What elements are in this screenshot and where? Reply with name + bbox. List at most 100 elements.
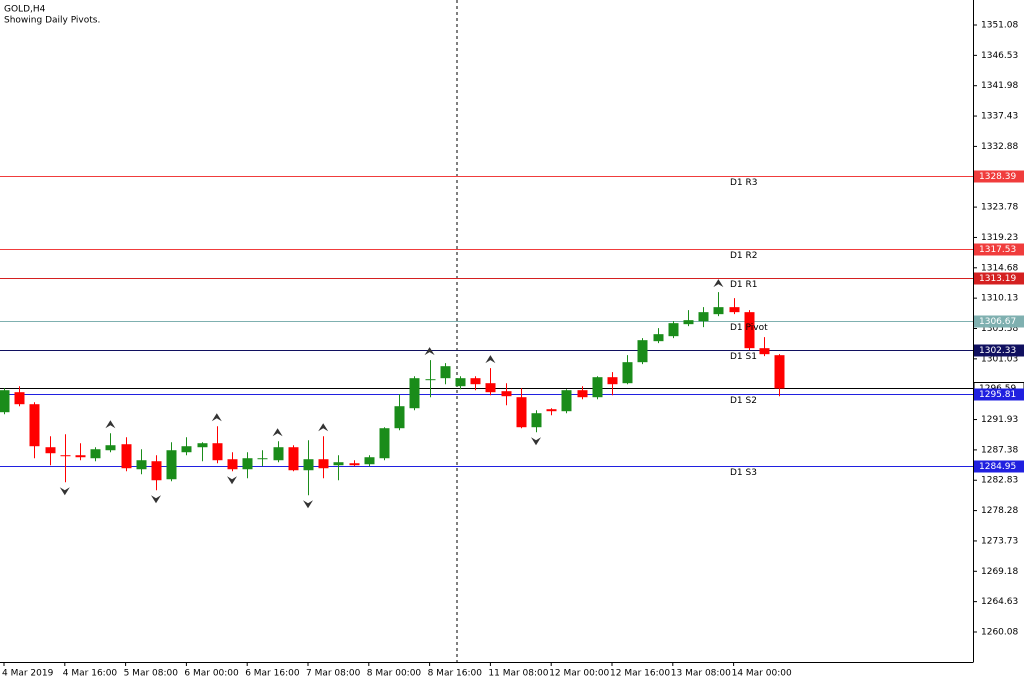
candle-body	[60, 455, 71, 457]
candle-body	[273, 447, 284, 461]
pivot-label: D1 S2	[730, 396, 757, 406]
pivot-tag	[974, 344, 1024, 357]
y-tick-label: 1282.83	[981, 476, 1018, 486]
x-tick-label: 6 Mar 00:00	[184, 669, 239, 679]
pivot-tag-label: 1328.39	[979, 172, 1016, 182]
candle-body	[318, 459, 329, 469]
y-tick-label: 1332.88	[981, 142, 1018, 152]
x-tick-label: 8 Mar 16:00	[428, 669, 483, 679]
y-tick-label: 1287.38	[981, 445, 1018, 455]
candle-body	[212, 443, 223, 461]
fractal-down	[531, 437, 541, 446]
candle-body	[470, 378, 481, 385]
fractal-down	[151, 495, 161, 504]
y-tick-label: 1319.23	[981, 233, 1018, 243]
y-tick-label: 1260.08	[981, 627, 1018, 637]
y-tick-label: 1269.18	[981, 567, 1018, 577]
y-tick-label: 1323.78	[981, 203, 1018, 213]
y-tick-label: 1351.08	[981, 21, 1018, 31]
fractal-up	[272, 428, 283, 437]
candle-body	[577, 390, 588, 398]
candle-body	[455, 378, 466, 387]
x-tick-label: 12 Mar 00:00	[549, 669, 609, 679]
pivot-tag	[974, 170, 1024, 183]
y-tick-label: 1301.03	[981, 354, 1018, 364]
pivot-tag	[974, 388, 1024, 401]
fractal-up	[713, 279, 724, 288]
candle-body	[242, 458, 253, 470]
candle-body	[257, 458, 268, 460]
fractal-up	[424, 347, 435, 356]
candle-body	[303, 459, 314, 471]
candle-body	[0, 390, 10, 413]
candle-body	[29, 404, 40, 447]
candle-body	[546, 409, 557, 412]
pivot-label: D1 R2	[730, 251, 758, 261]
pivot-tag	[974, 243, 1024, 256]
candle-body	[531, 413, 542, 428]
pivot-tag-label: 1313.19	[979, 274, 1016, 284]
pivot-tag	[974, 460, 1024, 473]
pivot-tag	[974, 272, 1024, 285]
candle-body	[90, 449, 101, 459]
pivot-tag-label: 1306.67	[979, 317, 1016, 327]
pivot-tag-label: 1317.53	[979, 245, 1016, 255]
candle-body	[698, 312, 709, 322]
candle-body	[121, 444, 132, 469]
y-tick-label: 1273.73	[981, 536, 1018, 546]
y-tick-label: 1305.58	[981, 324, 1018, 334]
candle-body	[485, 383, 496, 393]
candle-body	[166, 450, 177, 480]
x-tick-label: 8 Mar 00:00	[367, 669, 422, 679]
candle-body	[440, 366, 451, 379]
pivot-tag-label: 1284.95	[979, 462, 1016, 472]
pivot-label: D1 Pivot	[730, 323, 768, 333]
pivot-tag-label: 1295.81	[979, 390, 1016, 400]
pivot-label: D1 S1	[730, 352, 757, 362]
candle-body	[14, 392, 25, 405]
y-tick-label: 1264.63	[981, 597, 1018, 607]
y-tick-label: 1341.98	[981, 81, 1018, 91]
candle-body	[683, 320, 694, 325]
candle-body	[668, 323, 679, 337]
x-tick-label: 12 Mar 16:00	[610, 669, 670, 679]
candle-body	[288, 447, 299, 471]
candle-body	[136, 460, 147, 470]
fractal-up	[211, 413, 222, 422]
fractal-down	[303, 500, 313, 509]
candle-body	[561, 390, 572, 412]
candle-body	[729, 307, 740, 313]
candle-body	[333, 462, 344, 466]
candle-body	[349, 463, 360, 466]
x-tick-label: 6 Mar 16:00	[245, 669, 300, 679]
y-tick-label: 1314.68	[981, 263, 1018, 273]
x-tick-label: 13 Mar 08:00	[671, 669, 731, 679]
pivot-tag-label: 1302.33	[979, 346, 1016, 356]
chart-subtitle: Showing Daily Pivots.	[4, 16, 100, 26]
x-tick-label: 4 Mar 2019	[2, 669, 54, 679]
candle-body	[379, 428, 390, 459]
candle-body	[622, 362, 633, 384]
fractal-up	[318, 423, 329, 432]
candle-body	[151, 461, 162, 481]
pivot-label: D1 R1	[730, 280, 758, 290]
y-tick-label: 1337.43	[981, 112, 1018, 122]
y-tick-label: 1346.53	[981, 51, 1018, 61]
fractal-down	[227, 476, 237, 485]
fractal-up	[485, 355, 496, 364]
plot-area	[0, 176, 973, 509]
candle-body	[713, 307, 724, 315]
candle-body	[75, 455, 86, 458]
candle-body	[637, 340, 648, 363]
pivot-tag	[974, 315, 1024, 328]
pivot-label: D1 S3	[730, 468, 757, 478]
candle-body	[653, 334, 664, 342]
x-tick-label: 4 Mar 16:00	[63, 669, 118, 679]
x-tick-label: 11 Mar 08:00	[488, 669, 548, 679]
candle-body	[592, 377, 603, 398]
candle-body	[759, 348, 770, 355]
candle-body	[105, 445, 116, 451]
